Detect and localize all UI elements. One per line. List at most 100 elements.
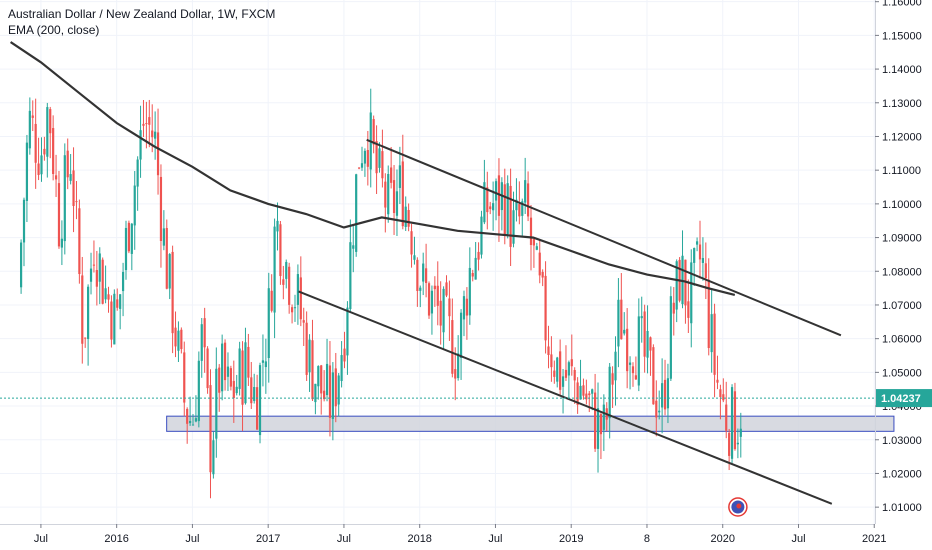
candle-body — [547, 346, 550, 355]
candle-body — [299, 277, 302, 320]
indicator-label[interactable]: EMA (200, close) — [8, 23, 100, 37]
candle-body — [34, 123, 37, 163]
candle-body — [661, 383, 664, 408]
candle-body — [430, 290, 434, 314]
candle-body — [582, 385, 585, 396]
candle-body — [194, 418, 198, 422]
candle-body — [244, 342, 247, 404]
candle-body — [168, 254, 171, 289]
candle-body — [509, 185, 512, 247]
candle-body — [541, 271, 544, 278]
candle-body — [28, 110, 31, 149]
candle-body — [232, 380, 235, 399]
candle-body — [235, 386, 238, 394]
candle-body — [296, 274, 300, 305]
candle-body — [631, 366, 635, 374]
candle-body — [553, 370, 556, 377]
candle-body — [602, 404, 605, 430]
candle-body — [410, 231, 413, 255]
candle-body — [124, 227, 128, 271]
candle-body — [66, 150, 69, 178]
candle-body — [183, 352, 186, 403]
y-tick-label: 1.09000 — [882, 233, 922, 245]
candle-body — [494, 181, 498, 201]
candle-body — [457, 353, 460, 379]
candle-body — [532, 239, 536, 246]
candle-body — [357, 167, 361, 169]
candle-body — [707, 279, 710, 349]
candle-body — [95, 270, 98, 287]
candle-body — [387, 174, 390, 215]
candle-body — [395, 191, 399, 216]
candle-body — [652, 347, 655, 405]
candle-body — [486, 187, 489, 213]
candle-body — [573, 369, 576, 381]
candle-body — [121, 271, 125, 292]
candle-body — [238, 348, 241, 389]
candle-body — [608, 366, 611, 419]
y-tick-label: 1.13000 — [882, 98, 922, 110]
candle-body — [617, 299, 620, 347]
candle-body — [672, 302, 675, 314]
support-zone — [166, 415, 895, 432]
candle-body — [188, 420, 192, 424]
candle-body — [331, 372, 334, 419]
last-price-tag — [876, 389, 932, 408]
candle-body — [489, 206, 492, 210]
candle-body — [282, 279, 285, 285]
candle-body — [355, 174, 358, 252]
candle-body — [722, 394, 725, 401]
candle-body — [116, 299, 119, 308]
candle-body — [413, 255, 416, 260]
candle-body — [655, 400, 658, 418]
x-tick-label: Jul — [34, 533, 48, 545]
candle-body — [666, 378, 670, 409]
candle-body — [186, 408, 189, 424]
candle-body — [550, 354, 553, 368]
candle-body — [22, 199, 26, 243]
x-tick-label: Jul — [185, 533, 199, 545]
candle-body — [133, 185, 136, 226]
candle-body — [736, 442, 739, 445]
candle-body — [60, 238, 63, 248]
candle-body — [253, 386, 256, 402]
legend-box: Australian Dollar / New Zealand Dollar, … — [8, 6, 275, 38]
symbol-title[interactable]: Australian Dollar / New Zealand Dollar, … — [8, 7, 276, 21]
x-tick-label: 2020 — [710, 533, 734, 545]
candle-body — [698, 244, 702, 260]
candle-body — [596, 408, 600, 449]
last-price-label: 1.04237 — [881, 393, 921, 405]
candle-body — [63, 155, 66, 242]
candle-body — [25, 142, 29, 201]
candle-body — [206, 348, 209, 389]
x-tick-label: Jul — [488, 533, 502, 545]
candle-body — [247, 346, 250, 378]
candle-body — [311, 340, 314, 400]
candle-body — [733, 391, 737, 450]
x-tick-label: Jul — [791, 533, 805, 545]
candle-body — [276, 220, 279, 232]
candle-body — [19, 242, 23, 288]
candle-body — [142, 123, 145, 126]
candle-body — [384, 181, 387, 208]
candle-body — [98, 253, 101, 282]
candle-body — [640, 316, 643, 319]
candle-body — [156, 132, 160, 176]
candle-body — [739, 428, 742, 437]
candle-body — [52, 128, 55, 174]
candle-body — [78, 208, 81, 275]
candle-body — [728, 432, 731, 456]
candle-body — [637, 316, 640, 386]
candle-body — [407, 209, 410, 227]
candle-body — [75, 201, 78, 203]
candle-body — [72, 170, 75, 206]
candle-body — [145, 123, 148, 125]
candle-body — [701, 258, 705, 263]
candle-body — [261, 360, 265, 363]
candle-body — [349, 242, 352, 310]
candle-body — [401, 161, 404, 227]
candle-body — [317, 366, 320, 387]
candle-body — [101, 259, 104, 304]
